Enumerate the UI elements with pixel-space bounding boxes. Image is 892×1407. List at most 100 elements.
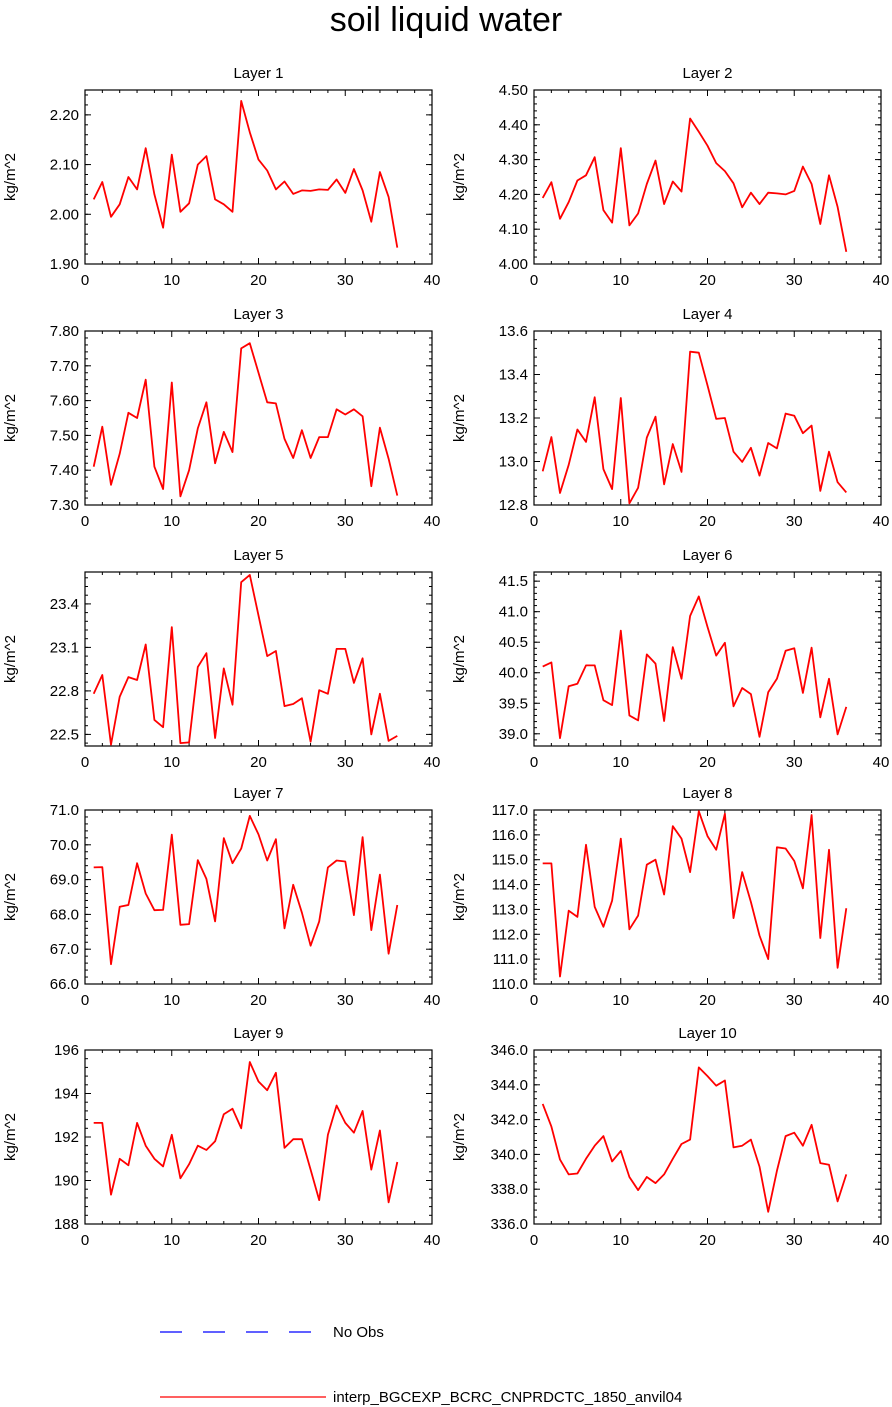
series-line	[92, 100, 399, 248]
x-tick-label: 10	[612, 754, 629, 771]
panel-title: Layer 4	[682, 306, 732, 323]
x-tick-label: 0	[530, 513, 538, 530]
series-line	[541, 350, 847, 505]
y-tick-label: 2.10	[50, 157, 79, 174]
y-tick-label: 22.5	[50, 726, 79, 743]
y-tick-label: 13.2	[499, 410, 528, 427]
y-tick-label: 336.0	[490, 1216, 528, 1233]
panel-10: Layer 10 0 10 20 30 40 336.0 338.0 340.0 342.0 344…	[451, 1025, 889, 1249]
x-tick-label: 20	[699, 513, 716, 530]
y-tick-label: 117.0	[492, 802, 528, 819]
x-tick-label: 40	[424, 992, 441, 1009]
y-axis-label: kg/m^2	[2, 635, 19, 683]
plot-frame	[533, 330, 882, 506]
y-tick-label: 344.0	[490, 1077, 528, 1094]
x-tick-label: 0	[530, 992, 538, 1009]
x-tick-label: 20	[699, 992, 716, 1009]
y-tick-label: 40.5	[499, 634, 528, 651]
y-axis-label: kg/m^2	[2, 873, 19, 921]
y-axis-label: kg/m^2	[2, 394, 19, 442]
x-tick-label: 20	[250, 513, 267, 530]
x-tick-label: 30	[337, 513, 354, 530]
y-tick-label: 4.50	[499, 82, 528, 99]
series-line	[541, 1066, 848, 1213]
y-tick-label: 113.0	[492, 901, 528, 918]
x-tick-label: 40	[873, 272, 890, 289]
y-tick-label: 68.0	[50, 906, 79, 923]
y-tick-label: 190	[54, 1173, 79, 1190]
panel-2: Layer 2 0 10 20 30 40 4.00 4.10 4.20 4.30 4.40 4.50…	[451, 65, 889, 289]
y-axis-label: kg/m^2	[2, 1113, 19, 1161]
y-tick-label: 41.0	[499, 604, 528, 621]
y-tick-label: 115.0	[492, 852, 528, 869]
x-tick-label: 40	[424, 272, 441, 289]
plot-frame	[533, 571, 882, 747]
y-tick-label: 7.50	[50, 427, 79, 444]
x-tick-label: 30	[337, 754, 354, 771]
panel-6: Layer 6 0 10 20 30 40 39.0 39.5 40.0 40.5 41.0 41.5…	[451, 547, 889, 771]
x-tick-label: 10	[612, 992, 629, 1009]
panel-7: Layer 7 0 10 20 30 40 66.0 67.0 68.0 69.0 70.0 71.0…	[2, 785, 440, 1009]
y-tick-label: 13.6	[499, 323, 528, 340]
y-tick-label: 111.0	[493, 951, 528, 968]
y-tick-label: 112.0	[492, 926, 528, 943]
panel-title: Layer 2	[682, 65, 732, 82]
x-tick-label: 0	[81, 1232, 89, 1249]
y-tick-label: 192	[54, 1129, 79, 1146]
x-tick-label: 30	[786, 272, 803, 289]
plot-frame	[84, 89, 433, 265]
y-tick-label: 7.80	[50, 323, 79, 340]
x-tick-label: 20	[250, 272, 267, 289]
panel-8: Layer 8 0 10 20 30 40 110.0 111.0 112.0 113.0 114.…	[451, 785, 889, 1009]
series-line	[92, 574, 398, 746]
y-tick-label: 116.0	[492, 827, 528, 844]
x-tick-label: 20	[250, 754, 267, 771]
y-axis-label: kg/m^2	[451, 394, 468, 442]
y-tick-label: 41.5	[499, 573, 528, 590]
y-tick-label: 13.4	[499, 367, 528, 384]
x-tick-label: 40	[873, 513, 890, 530]
y-tick-label: 4.10	[499, 221, 528, 238]
panel-title: Layer 7	[233, 785, 283, 802]
x-tick-label: 40	[873, 754, 890, 771]
y-axis-label: kg/m^2	[451, 153, 468, 201]
x-tick-label: 10	[163, 1232, 180, 1249]
x-tick-label: 40	[873, 992, 890, 1009]
y-tick-label: 71.0	[50, 802, 79, 819]
x-tick-label: 10	[612, 1232, 629, 1249]
x-tick-label: 20	[699, 272, 716, 289]
y-tick-label: 114.0	[492, 877, 528, 894]
y-tick-label: 23.1	[50, 639, 79, 656]
x-tick-label: 10	[612, 513, 629, 530]
x-tick-label: 0	[81, 513, 89, 530]
x-tick-label: 20	[250, 992, 267, 1009]
y-tick-label: 2.20	[50, 107, 79, 124]
x-tick-label: 10	[163, 272, 180, 289]
y-tick-label: 67.0	[50, 941, 79, 958]
y-tick-label: 4.00	[499, 256, 528, 273]
x-tick-label: 30	[786, 1232, 803, 1249]
y-tick-label: 4.30	[499, 152, 528, 169]
figure-title: soil liquid water	[329, 1, 563, 39]
x-tick-label: 0	[81, 754, 89, 771]
y-axis-label: kg/m^2	[451, 1113, 468, 1161]
x-tick-label: 20	[699, 1232, 716, 1249]
y-tick-label: 39.0	[499, 726, 528, 743]
y-tick-label: 7.30	[50, 497, 79, 514]
panel-1: Layer 1 0 10 20 30 40 1.90 2.00 2.10 2.20 kg/m^2	[2, 65, 440, 289]
y-tick-label: 2.00	[50, 206, 79, 223]
x-tick-label: 0	[530, 1232, 538, 1249]
y-tick-label: 13.0	[499, 454, 528, 471]
series-line	[93, 815, 399, 966]
x-tick-label: 20	[699, 754, 716, 771]
panel-5: Layer 5 0 10 20 30 40 22.5 22.8 23.1 23.4 kg/m^2	[2, 547, 440, 771]
y-tick-label: 69.0	[50, 872, 79, 889]
x-tick-label: 30	[786, 992, 803, 1009]
y-tick-label: 194	[54, 1086, 79, 1103]
y-tick-label: 39.5	[499, 695, 528, 712]
x-tick-label: 40	[424, 513, 441, 530]
y-tick-label: 4.40	[499, 117, 528, 134]
x-tick-label: 0	[81, 992, 89, 1009]
y-tick-label: 342.0	[490, 1112, 528, 1129]
